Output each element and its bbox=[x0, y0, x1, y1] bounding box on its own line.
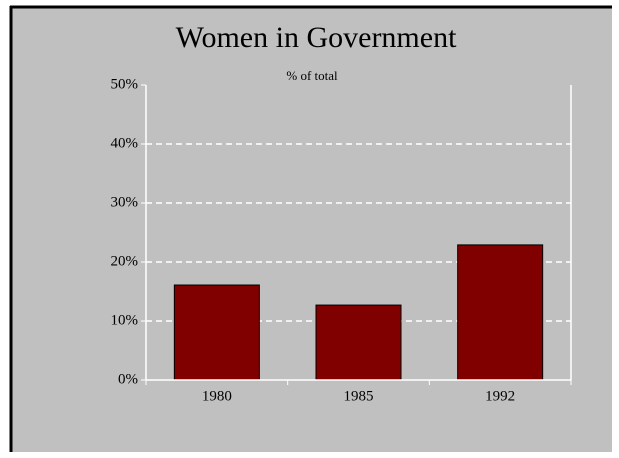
y-tick-label: 20% bbox=[111, 253, 139, 269]
chart-title: Women in Government bbox=[176, 21, 458, 54]
x-tick-label: 1985 bbox=[344, 388, 374, 404]
y-tick-label: 10% bbox=[111, 312, 139, 328]
x-tick-label: 1980 bbox=[202, 388, 232, 404]
bar bbox=[315, 304, 402, 381]
chart-subtitle: % of total bbox=[286, 68, 338, 83]
x-tick-label: 1992 bbox=[485, 388, 515, 404]
bar bbox=[173, 284, 260, 381]
y-tick-label: 40% bbox=[111, 135, 139, 151]
y-tick-label: 0% bbox=[118, 371, 138, 387]
bar bbox=[457, 244, 544, 381]
y-tick-label: 50% bbox=[111, 76, 139, 92]
y-tick-label: 30% bbox=[111, 194, 139, 210]
